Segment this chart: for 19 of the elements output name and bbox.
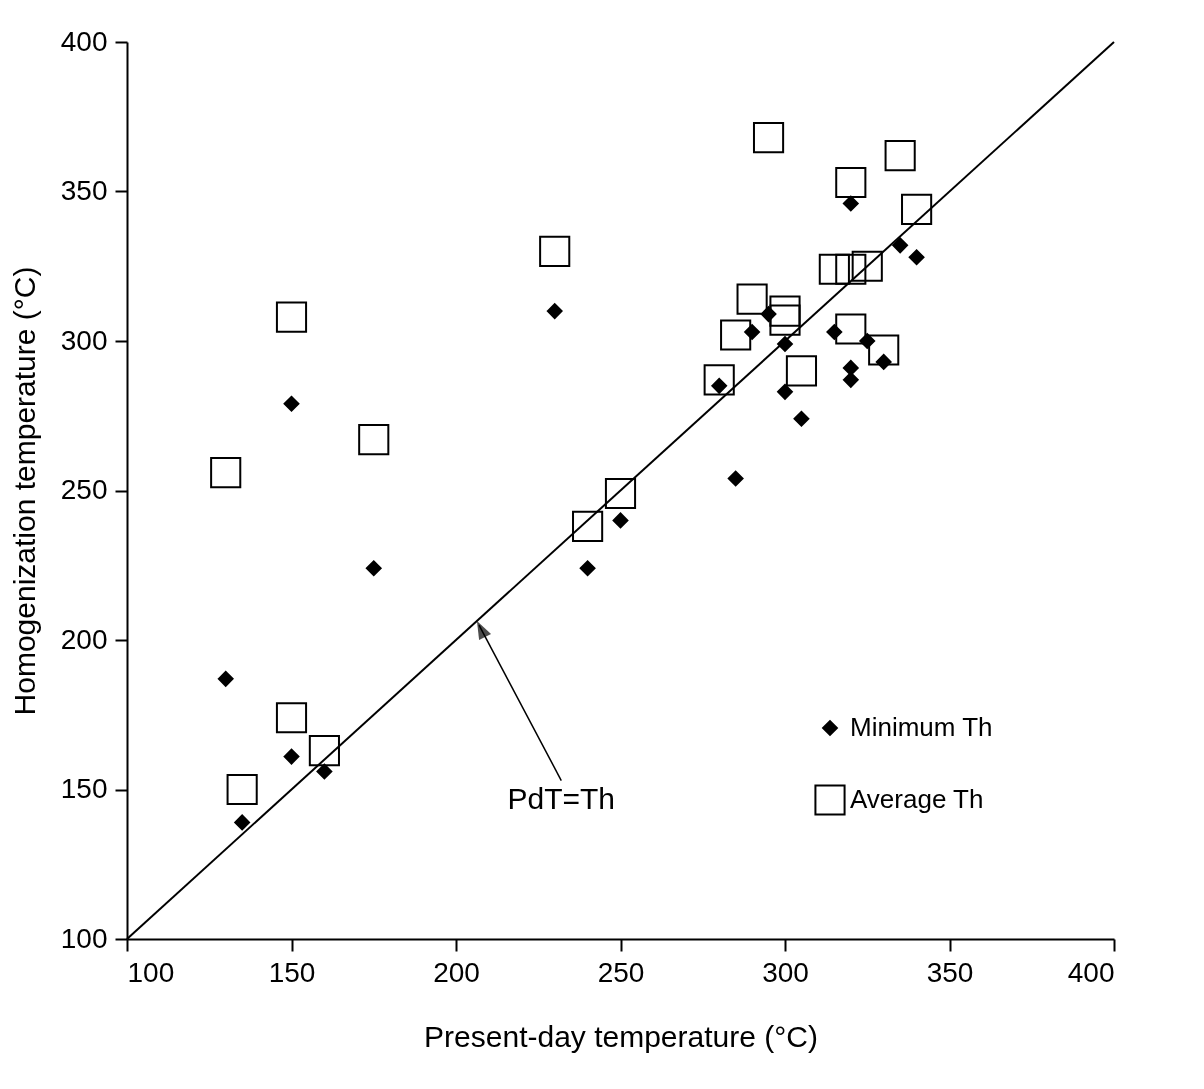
y-tick-label: 250	[60, 474, 108, 505]
y-tick-label: 350	[60, 175, 108, 206]
y-tick-label: 200	[60, 623, 108, 655]
y-tick-label: 150	[60, 773, 108, 804]
x-tick-label: 150	[268, 956, 316, 988]
y-tick-label: 100	[60, 922, 108, 954]
y-tick-label: 300	[60, 324, 108, 356]
x-tick-label: 350	[926, 956, 974, 988]
y-axis-title: Homogenization temperature (°C)	[7, 266, 41, 716]
legend-label: Average Th	[850, 784, 984, 814]
x-tick-label: 100	[127, 956, 175, 988]
x-tick-label: 200	[433, 956, 480, 988]
y-tick-label: 400	[60, 25, 108, 57]
x-tick-label: 250	[597, 956, 645, 988]
annotation: PdT=Th	[507, 781, 616, 815]
x-tick-label: 400	[1067, 956, 1115, 988]
x-axis-title: Present-day temperature (°C)	[424, 1019, 818, 1053]
x-tick-label: 300	[762, 956, 809, 988]
legend-label: Minimum Th	[850, 712, 993, 742]
